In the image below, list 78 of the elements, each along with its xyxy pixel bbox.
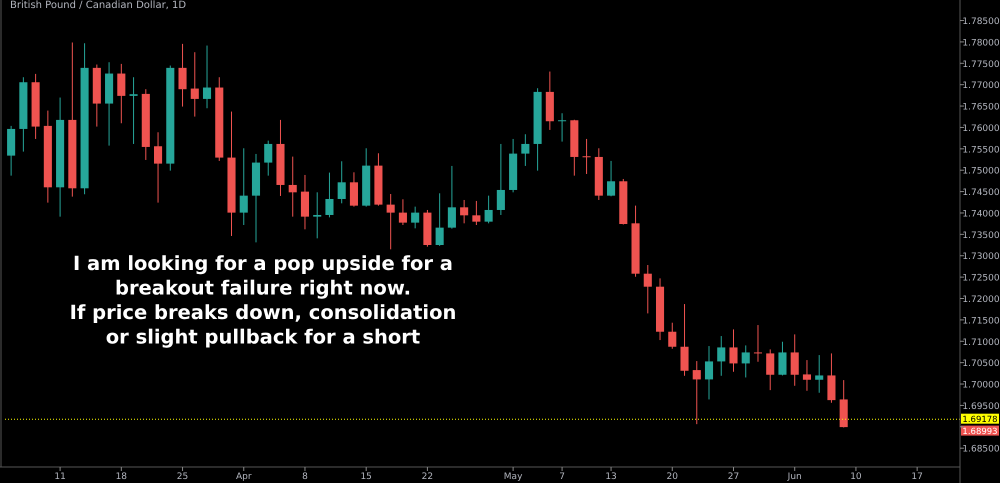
y-tick-label: 1.70000 <box>962 380 1000 391</box>
candlestick <box>729 328 738 372</box>
y-tick-label: 1.72500 <box>962 274 1000 284</box>
candlestick <box>350 172 358 208</box>
candlestick <box>386 193 395 250</box>
candlestick <box>607 160 616 197</box>
candlestick <box>790 334 799 386</box>
x-tick-label: 20 <box>666 472 678 482</box>
candlestick <box>154 132 162 204</box>
candlestick <box>754 324 762 362</box>
candlestick <box>436 192 444 246</box>
candlestick <box>668 322 676 350</box>
y-tick-label: 1.71500 <box>962 316 1000 326</box>
candlestick <box>240 148 248 226</box>
y-tick-label: 1.71000 <box>962 338 1000 348</box>
candlestick <box>692 360 701 425</box>
y-tick-label: 1.76500 <box>962 102 1000 113</box>
candlestick <box>778 341 787 376</box>
candlestick <box>338 160 346 204</box>
y-tick-label: 1.75500 <box>962 145 1000 156</box>
candlestick <box>448 165 456 230</box>
y-tick-label: 1.70500 <box>962 359 1000 370</box>
x-tick-label: 8 <box>302 472 308 482</box>
candlestick <box>288 156 297 218</box>
x-tick-label: 18 <box>116 472 128 482</box>
text: 1.68993 <box>962 427 998 438</box>
y-tick-label: 1.77500 <box>962 60 1000 70</box>
y-tick-label: 1.78000 <box>962 38 1000 48</box>
candlestick <box>558 112 566 142</box>
candlestick <box>496 143 505 216</box>
x-tick-label: 13 <box>605 472 617 482</box>
x-tick-label: 25 <box>176 472 188 482</box>
y-tick-label: 1.77000 <box>962 81 1000 92</box>
chart-title: British Pound / Canadian Dollar, 1D <box>10 0 186 11</box>
candlestick <box>460 199 468 224</box>
x-tick-label: 15 <box>360 472 372 482</box>
candlestick <box>802 360 811 392</box>
candlestick <box>582 138 591 174</box>
x-tick-label: Apr <box>236 472 252 482</box>
y-tick-label: 1.72000 <box>962 295 1000 306</box>
candlestick <box>484 195 493 224</box>
x-tick-label: 22 <box>422 472 434 482</box>
y-tick-label: 1.76000 <box>962 124 1000 134</box>
candlestick <box>411 206 420 229</box>
candlestick <box>742 344 750 378</box>
y-tick-label: 1.73500 <box>962 230 1000 241</box>
candlestick <box>202 45 212 109</box>
ref-line-label: 1.69178 <box>962 415 998 426</box>
candlestick <box>178 43 187 108</box>
annotation: I am looking for a pop upside for a breakout failure right now. If price breaks down, consolidation or slight pullback for a short <box>70 252 456 348</box>
x-tick-label: 7 <box>559 472 565 482</box>
candlestick <box>264 140 272 176</box>
candlestick <box>398 198 407 226</box>
x-tick-label: 10 <box>850 472 862 482</box>
y-tick-label: 1.75000 <box>962 166 1000 177</box>
candlestick <box>472 200 480 226</box>
y-tick-label: 1.74000 <box>962 209 1000 220</box>
candlestick <box>521 134 530 166</box>
x-tick-label: 27 <box>728 472 740 482</box>
y-tick-label: 1.74500 <box>962 188 1000 198</box>
x-tick-label: 17 <box>911 472 923 482</box>
candlestick <box>325 172 334 218</box>
x-tick-label: Jun <box>786 472 802 482</box>
candlestick <box>117 63 126 124</box>
y-tick-label: 1.68500 <box>962 444 1000 455</box>
y-tick-label: 1.78500 <box>962 17 1000 28</box>
x-tick-label: 11 <box>54 472 66 482</box>
candlestick <box>704 346 714 400</box>
candlestick <box>815 354 824 394</box>
y-tick-label: 1.73000 <box>962 252 1000 262</box>
candlestick <box>313 192 322 239</box>
candlestick <box>644 264 652 314</box>
candlestick <box>190 52 199 118</box>
candlestick <box>130 76 138 144</box>
x-tick-label: May <box>504 472 524 482</box>
y-tick-label: 1.69500 <box>962 402 1000 412</box>
candlestick <box>766 348 774 391</box>
candlestick <box>717 336 726 376</box>
